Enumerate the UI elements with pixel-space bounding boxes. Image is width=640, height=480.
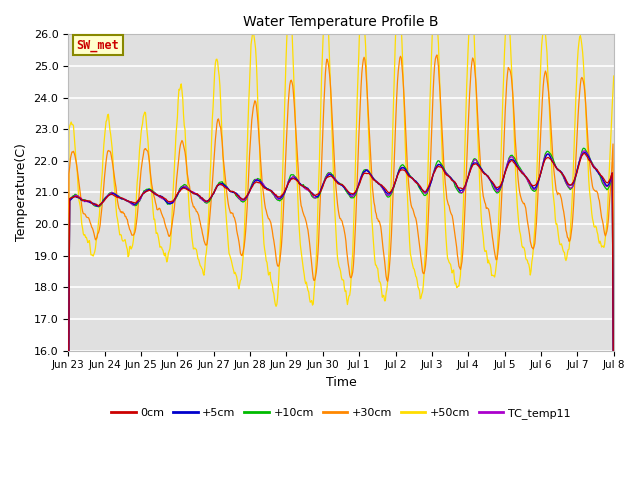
Text: SW_met: SW_met xyxy=(76,39,119,52)
Legend: 0cm, +5cm, +10cm, +30cm, +50cm, TC_temp11: 0cm, +5cm, +10cm, +30cm, +50cm, TC_temp1… xyxy=(107,404,575,423)
Title: Water Temperature Profile B: Water Temperature Profile B xyxy=(243,15,438,29)
Y-axis label: Temperature(C): Temperature(C) xyxy=(15,144,28,241)
X-axis label: Time: Time xyxy=(326,376,356,389)
